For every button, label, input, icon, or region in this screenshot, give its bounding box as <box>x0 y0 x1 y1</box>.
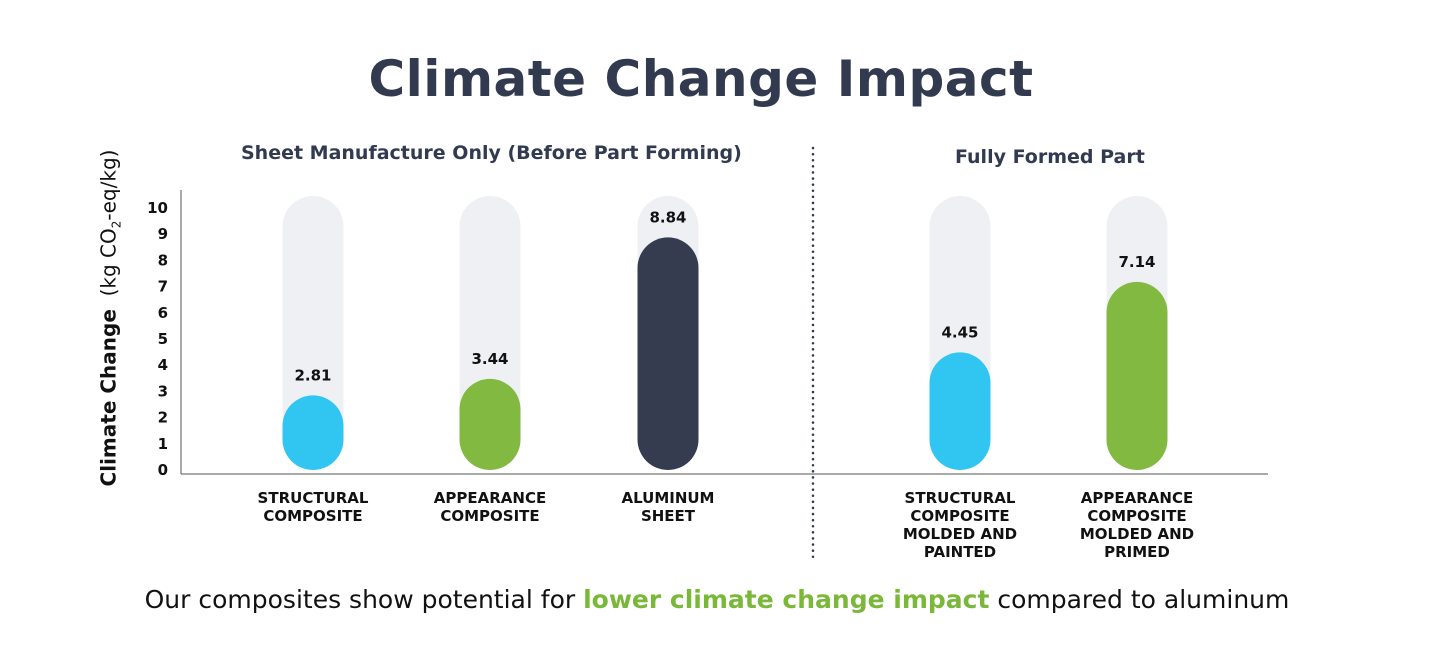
footer-caption: Our composites show potential for lower … <box>0 585 1434 614</box>
category-label-line: PRIMED <box>1104 543 1170 561</box>
category-label-line: PAINTED <box>924 543 996 561</box>
bar <box>637 237 699 470</box>
y-tick-labels: 0 1 2 3 4 5 6 7 8 9 10 <box>147 199 168 479</box>
y-tick-label: 10 <box>147 199 168 217</box>
y-tick-label: 2 <box>158 409 168 427</box>
category-label-line: MOLDED AND <box>903 525 1017 543</box>
bar <box>929 352 991 470</box>
bar-tracks <box>282 196 1168 470</box>
bar-value-label: 8.84 <box>649 208 686 226</box>
bars <box>282 237 1168 470</box>
axes <box>180 190 1268 475</box>
bar-value-label: 7.14 <box>1118 253 1155 271</box>
y-tick-label: 6 <box>158 304 168 322</box>
bar-value-label: 2.81 <box>294 366 331 384</box>
y-tick-label: 0 <box>158 461 168 479</box>
category-label-line: STRUCTURAL <box>258 489 369 507</box>
category-label-line: APPEARANCE <box>1081 489 1193 507</box>
y-tick-label: 7 <box>158 278 168 296</box>
category-label-line: ALUMINUM <box>622 489 715 507</box>
value-labels: 2.81 3.44 8.84 4.45 7.14 <box>294 208 1155 384</box>
left-section-title: Sheet Manufacture Only (Before Part Form… <box>241 142 742 164</box>
y-tick-label: 5 <box>158 330 168 348</box>
y-tick-label: 1 <box>158 435 168 453</box>
footer-highlight: lower climate change impact <box>583 585 990 614</box>
category-label-line: COMPOSITE <box>263 507 362 525</box>
bar <box>459 378 521 470</box>
category-label-line: MOLDED AND <box>1080 525 1194 543</box>
bar <box>282 395 344 470</box>
right-section-title: Fully Formed Part <box>955 146 1145 168</box>
bar-value-label: 3.44 <box>471 350 508 368</box>
category-label-line: COMPOSITE <box>1087 507 1186 525</box>
y-tick-label: 4 <box>158 356 168 374</box>
category-labels: STRUCTURALCOMPOSITEAPPEARANCECOMPOSITEAL… <box>258 489 1195 561</box>
category-label-line: SHEET <box>641 507 696 525</box>
chart-title: Climate Change Impact <box>368 50 1034 108</box>
footer-text-before: Our composites show potential for <box>144 585 584 614</box>
footer-text-after: compared to aluminum <box>989 585 1290 614</box>
y-tick-label: 3 <box>158 382 168 400</box>
category-label-line: APPEARANCE <box>434 489 546 507</box>
y-tick-label: 8 <box>158 251 168 269</box>
category-label-line: COMPOSITE <box>440 507 539 525</box>
category-label-line: STRUCTURAL <box>905 489 1016 507</box>
bar-value-label: 4.45 <box>941 323 978 341</box>
bar <box>1106 281 1168 470</box>
y-tick-label: 9 <box>158 225 168 243</box>
category-label-line: COMPOSITE <box>910 507 1009 525</box>
